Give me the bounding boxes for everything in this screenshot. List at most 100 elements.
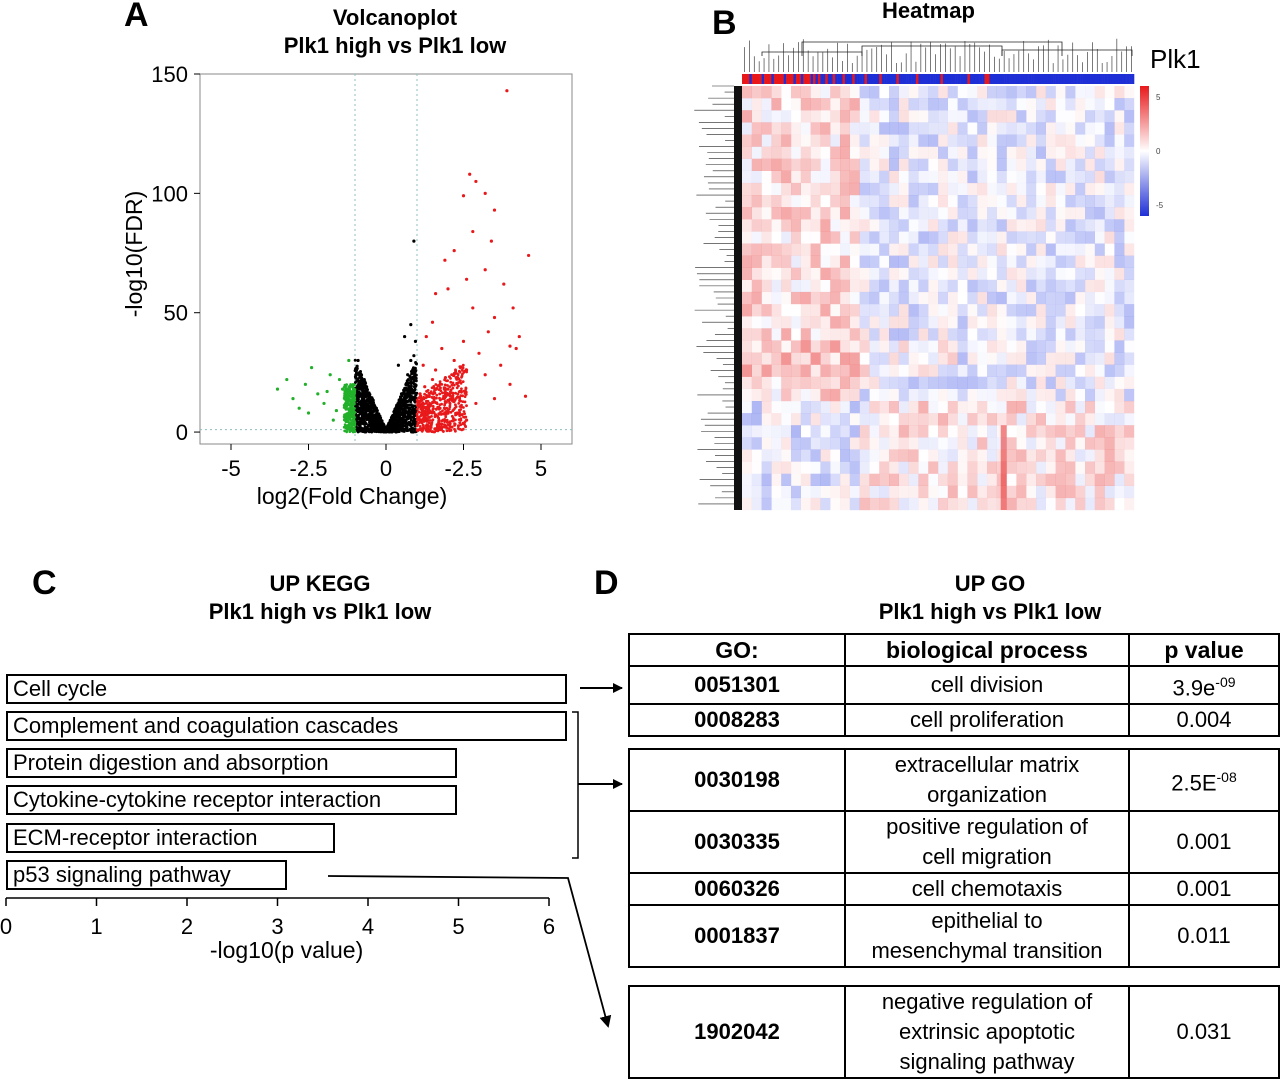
down-point (352, 415, 355, 418)
up-point (438, 380, 442, 383)
ns-point (363, 408, 367, 412)
annotation-cell (830, 74, 833, 84)
up-point (432, 411, 436, 415)
x-tick-label: -2.5 (290, 456, 328, 481)
up-point (438, 396, 441, 400)
ns-point (369, 424, 373, 428)
up-point (447, 410, 450, 413)
up-point (436, 427, 439, 431)
volcano-point (399, 392, 404, 396)
up-point (460, 368, 464, 372)
volcano-point (347, 423, 351, 427)
ns-point (414, 376, 418, 380)
annotation-cell (881, 74, 885, 84)
down-point (351, 407, 355, 411)
annotation-cell (884, 74, 887, 84)
go-id-cell: 0008283 (628, 703, 846, 738)
go-process-cell: epithelial to mesenchymal transition (844, 904, 1130, 968)
go-id-cell: 0051301 (628, 664, 846, 706)
annotation-cell (1082, 74, 1086, 84)
ns-point (414, 369, 418, 373)
ns-point (367, 394, 371, 397)
ns-point (364, 403, 368, 407)
up-point (427, 421, 431, 425)
volcano-point (403, 334, 407, 339)
go-table-row: 0008283 cell proliferation 0.004 (628, 703, 1280, 738)
annotation-cell (1045, 74, 1049, 84)
annotation-cell (746, 74, 750, 84)
up-point (443, 403, 446, 407)
ns-point (354, 376, 358, 380)
up-point (445, 406, 449, 410)
ns-point (409, 391, 413, 395)
volcano-point (455, 411, 459, 415)
volcano-point (474, 179, 478, 184)
annotation-cell (749, 74, 753, 84)
up-point (448, 385, 452, 389)
go-process-cell: cell chemotaxis (844, 872, 1130, 906)
down-point (351, 396, 354, 400)
ns-point (353, 358, 357, 362)
colorbar-tick-label: 5 (1156, 93, 1161, 102)
volcano-point (452, 249, 456, 253)
ns-point (358, 427, 362, 431)
volcano-point (465, 368, 469, 372)
annotation-cell (820, 74, 824, 84)
ns-point (355, 364, 359, 368)
up-point (440, 428, 443, 432)
annotation-cell (940, 74, 944, 84)
annotation-cell (908, 74, 912, 84)
ns-point (409, 403, 413, 407)
up-point (428, 401, 432, 405)
down-point (351, 422, 354, 426)
annotation-cell (979, 74, 983, 84)
annotation-cell (957, 74, 961, 84)
up-point (452, 398, 456, 402)
ns-point (414, 379, 418, 383)
up-point (455, 378, 458, 381)
ns-point (399, 420, 403, 424)
volcano-point (409, 323, 413, 327)
p-value-base: 0.004 (1176, 707, 1232, 733)
up-point (454, 391, 457, 395)
annotation-cell (857, 74, 860, 84)
up-point (453, 427, 456, 431)
volcano-point (375, 411, 379, 415)
go-process-cell: positive regulation of cell migration (844, 810, 1130, 874)
volcano-title-line2: Plk1 high vs Plk1 low (283, 33, 507, 58)
ns-point (364, 388, 368, 392)
annotation-cell (1053, 74, 1056, 84)
up-point (441, 391, 444, 395)
ns-point (362, 420, 366, 424)
up-point (425, 399, 428, 403)
ns-point (365, 393, 369, 396)
up-point (428, 425, 431, 428)
up-point (449, 388, 453, 392)
up-point (424, 415, 427, 419)
down-point (346, 407, 350, 411)
up-point (447, 427, 451, 430)
ns-point (398, 409, 401, 413)
annotation-cell (1050, 74, 1054, 84)
go-process-line: signaling pathway (899, 1049, 1075, 1074)
row-dendrogram (694, 85, 742, 510)
annotation-cell (825, 74, 829, 84)
up-point (458, 414, 461, 417)
ns-point (405, 415, 408, 419)
annotation-cell (947, 74, 951, 84)
ns-point (393, 426, 396, 430)
up-point (432, 395, 436, 399)
volcano-xlabel: log2(Fold Change) (257, 483, 448, 509)
up-point (442, 412, 445, 416)
volcano-point (412, 239, 416, 243)
panel-a-letter: A (124, 0, 149, 34)
up-point (415, 428, 419, 432)
go-table-group: 1902042 negative regulation of extrinsic a… (628, 985, 1280, 1079)
annotation-cell (1065, 74, 1069, 84)
annotation-cell (815, 74, 819, 84)
up-point (430, 430, 434, 433)
volcano-point (511, 306, 515, 310)
up-point (453, 422, 457, 426)
annotation-cell (1058, 74, 1061, 84)
annotation-cell (889, 74, 892, 84)
